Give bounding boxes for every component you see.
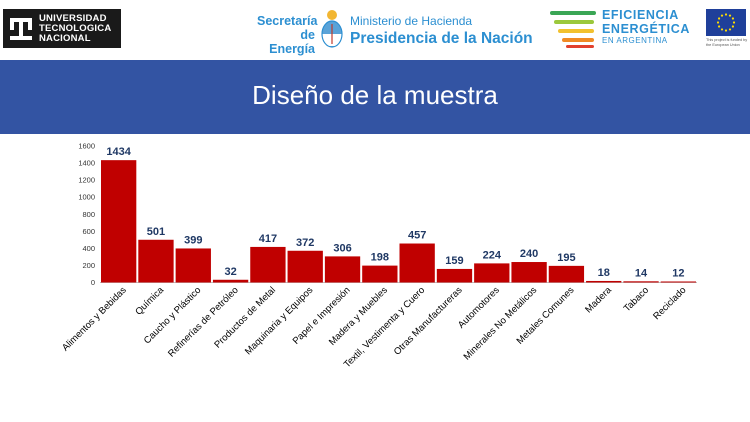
bar [362,265,398,283]
utn-line-3: NACIONAL [39,32,91,44]
category-label: Alimentos y Bebidas [60,285,129,354]
bar [436,268,473,283]
slide-title: Diseño de la muestra [252,80,498,110]
utn-line-2: TECNOLOGICA [39,22,112,34]
category-label: Refinerías de Petróleo [166,285,241,360]
y-tick-label: 1600 [78,142,95,151]
bar [623,281,659,283]
category-label: Madera [583,284,614,315]
y-tick-label: 1000 [78,193,95,202]
category-label: Reciclado [651,285,688,322]
y-tick-label: 600 [82,227,95,236]
secretaria-line-2: de Energía [269,28,315,56]
ministerio-label: Ministerio de Hacienda Presidencia de la… [350,13,533,47]
ministerio-line-1: Ministerio de Hacienda [350,14,473,28]
utn-logo: UNIVERSIDAD TECNOLOGICA NACIONAL [3,9,121,48]
eficiencia-bars-icon [550,9,598,49]
secretaria-line-1: Secretaría [257,14,318,28]
data-label: 417 [259,233,277,245]
category-label: Química [133,284,166,317]
category-label: Otras Manufactureras [392,285,465,358]
category-label: Minerales No Metálicos [462,285,540,363]
bar [399,243,435,283]
ministerio-line-2: Presidencia de la Nación [350,30,533,47]
utn-line-1: UNIVERSIDAD [39,12,107,24]
bar [660,281,696,283]
bar [212,279,249,283]
y-tick-label: 0 [91,278,95,287]
data-label: 501 [147,226,165,238]
secretaria-energia-label: Secretaría de Energía [257,14,318,56]
utn-name: UNIVERSIDAD TECNOLOGICA NACIONAL [39,12,112,44]
data-label: 306 [333,242,351,254]
data-label: 198 [371,252,389,264]
category-label: Tabaco [622,285,651,314]
bar-chart: 0 200 400 600 800 1000 1200 1400 1600 1434 Aliment… [60,142,697,370]
data-label: 240 [520,248,538,260]
bar [287,250,323,283]
eu-caption: This project is funded by the European U… [706,38,748,47]
category-label: Maquinaria y Equipos [243,285,316,358]
data-label: 195 [557,252,575,264]
y-tick-label: 1400 [78,159,95,168]
bar [324,256,361,283]
utn-emblem-icon [8,16,34,42]
bar [474,263,510,283]
y-tick-label: 200 [82,261,95,270]
data-label: 159 [445,255,463,267]
bar [175,248,211,283]
data-label: 1434 [106,146,131,158]
logo-bar: UNIVERSIDAD TECNOLOGICA NACIONAL Secreta… [0,0,750,58]
data-label: 457 [408,230,426,242]
data-label: 12 [672,267,684,279]
ee-line-1: EFICIENCIA [602,8,679,22]
bar [138,239,174,283]
data-label: 18 [598,267,610,279]
eu-flag-icon [706,9,746,36]
argentina-crest-icon [320,8,344,50]
data-label: 372 [296,237,314,249]
data-label: 14 [635,267,648,279]
y-tick-label: 1200 [78,176,95,185]
y-tick-label: 400 [82,244,95,253]
ee-line-2: ENERGÉTICA [602,22,690,36]
bar [586,280,622,283]
bar [511,262,547,283]
eficiencia-energetica-label: EFICIENCIA ENERGÉTICA EN ARGENTINA [602,8,690,46]
data-label: 399 [184,234,202,246]
data-label: 224 [483,249,502,261]
data-label: 32 [224,266,236,278]
bar [101,160,137,283]
y-tick-label: 800 [82,210,95,219]
ee-line-3: EN ARGENTINA [602,36,668,45]
bar [250,246,286,283]
title-banner: Diseño de la muestra [0,60,750,134]
bar [548,265,585,283]
